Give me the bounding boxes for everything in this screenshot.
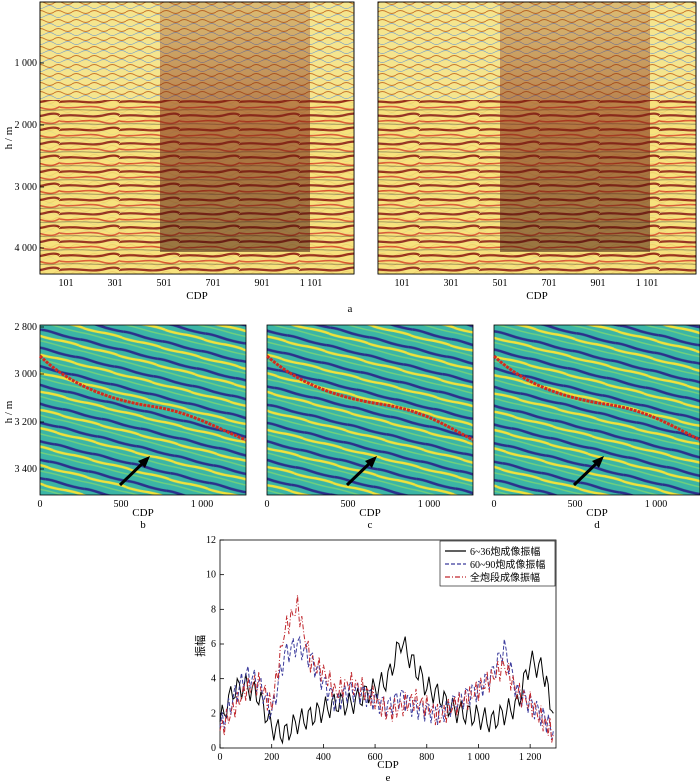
panel-a-right-xtick-label: 1 101 (636, 278, 659, 289)
panel-e-ytick-label: 6 (211, 639, 216, 650)
legend-label-60-90: 60~90炮成像振幅 (470, 558, 545, 571)
panel-e-legend: 6~36炮成像振幅 60~90炮成像振幅 全炮段成像振幅 (439, 540, 556, 587)
panel-e-ytick-label: 4 (211, 674, 216, 685)
panel-a-left-xtick-label: 1 101 (300, 278, 323, 289)
panel-a-right-xtick-label: 301 (444, 278, 459, 289)
panel-c-image (266, 324, 474, 496)
panel-bcd-xtick-label: 500 (114, 499, 129, 510)
panel-a-ytick-label: 4 000 (15, 243, 38, 254)
panel-e-ytick-label: 12 (206, 535, 216, 546)
panel-b (38, 324, 247, 496)
panel-bcd-xtick-label: 500 (568, 499, 583, 510)
panel-a-left-xtick-label: 101 (59, 278, 74, 289)
legend-label-6-36: 6~36炮成像振幅 (470, 545, 540, 558)
panel-e-series-line-3 (219, 594, 554, 743)
panel-bcd-ylabel: h / m (3, 400, 15, 423)
panel-bcd-xtick-label: 0 (265, 499, 270, 510)
panel-bcd-xtick-label: 1 000 (418, 499, 441, 510)
panel-bcd-xtick-label: 1 000 (645, 499, 668, 510)
panel-bcd-xtick-label: 0 (492, 499, 497, 510)
panel-e-ytick-label: 0 (211, 743, 216, 754)
panel-e-xlabel: CDP (377, 759, 398, 771)
panel-e-xtick-label: 800 (419, 752, 434, 763)
panel-a-xlabel-right: CDP (526, 290, 547, 302)
panel-c (266, 324, 474, 496)
panel-d (492, 324, 700, 496)
panel-d-label: d (594, 519, 600, 531)
panel-a-left-xtick-label: 501 (157, 278, 172, 289)
panel-a-label: a (348, 303, 353, 315)
panel-d-xlabel: CDP (586, 507, 607, 519)
panel-e-xtick-label: 200 (264, 752, 279, 763)
panel-e-xtick-label: 400 (316, 752, 331, 763)
panel-a-right-xtick-label: 501 (493, 278, 508, 289)
panel-bcd-ytick-label: 2 800 (15, 322, 38, 333)
panel-a-ylabel: h / m (3, 126, 15, 149)
panel-bcd-xtick-label: 500 (341, 499, 356, 510)
panel-e-xtick-label: 0 (218, 752, 223, 763)
panel-a-right-xtick-label: 701 (542, 278, 557, 289)
panel-a-left-xtick-label: 701 (206, 278, 221, 289)
panel-a: 1 000 2 000 3 000 4 000 101 101 301 301 501 501 7… (3, 1, 697, 315)
panel-bcd-ytick-label: 3 000 (15, 369, 38, 380)
panel-b-xlabel: CDP (132, 507, 153, 519)
panel-b-label: b (140, 519, 146, 531)
panel-e-ytick-label: 2 (211, 708, 216, 719)
panel-e-label: e (386, 772, 391, 784)
panel-a-right-xtick-label: 101 (395, 278, 410, 289)
panel-c-label: c (368, 519, 373, 531)
panel-bcd-xtick-label: 0 (38, 499, 43, 510)
panel-e-xtick-label: 1 000 (467, 752, 490, 763)
panel-c-xlabel: CDP (359, 507, 380, 519)
panel-a-ytick-label: 1 000 (15, 58, 38, 69)
legend-label-all: 全炮段成像振幅 (470, 571, 540, 584)
panel-e-ytick-label: 10 (206, 570, 216, 581)
panel-a-left-xtick-label: 901 (255, 278, 270, 289)
panel-d-image (493, 324, 700, 496)
panel-bcd-ytick-label: 3 400 (15, 464, 38, 475)
panel-a-left-xtick-label: 301 (108, 278, 123, 289)
panel-e-series-line-1 (219, 636, 554, 745)
panel-a-ytick-label: 2 000 (15, 120, 38, 131)
panel-bcd-ytick-label: 3 200 (15, 417, 38, 428)
panel-a-right-xtick-label: 901 (591, 278, 606, 289)
panel-e-ytick-label: 8 (211, 604, 216, 615)
panel-a-ytick-label: 3 000 (15, 182, 38, 193)
panel-bcd-xtick-label: 1 000 (191, 499, 214, 510)
panel-e-xtick-label: 1 200 (519, 752, 542, 763)
panel-e-xtick-label: 600 (368, 752, 383, 763)
panel-e-ylabel: 振幅 (193, 635, 207, 657)
panel-a-xlabel-left: CDP (186, 290, 207, 302)
panel-b-image (39, 324, 247, 496)
panel-e-series-line-2 (219, 635, 554, 740)
